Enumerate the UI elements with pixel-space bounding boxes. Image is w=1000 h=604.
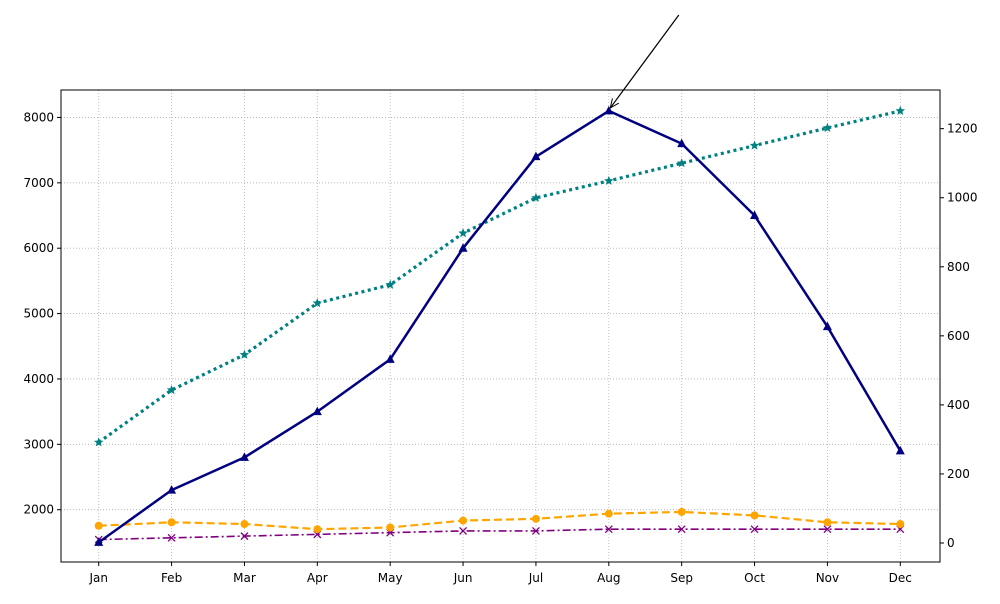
y-axis-left: 2000 3000 4000 5000 6000 7000 8000 bbox=[23, 110, 61, 517]
data-point bbox=[458, 243, 468, 252]
grid bbox=[61, 90, 940, 562]
x-tick-label: Apr bbox=[307, 571, 328, 585]
data-point bbox=[822, 321, 832, 331]
y-right-tick-label: 800 bbox=[947, 260, 970, 274]
data-point-stroke bbox=[677, 525, 686, 534]
series-layer bbox=[93, 105, 906, 546]
data-point bbox=[166, 385, 177, 395]
data-point bbox=[385, 354, 395, 363]
data-point bbox=[312, 298, 323, 308]
data-point bbox=[677, 507, 686, 516]
data-point bbox=[531, 192, 541, 202]
data-point bbox=[750, 210, 760, 220]
data-point bbox=[93, 437, 104, 447]
data-point bbox=[604, 525, 613, 534]
series-line bbox=[97, 109, 901, 444]
y-left-tick-label: 3000 bbox=[23, 437, 54, 451]
data-point bbox=[459, 516, 468, 525]
y-right-tick-label: 0 bbox=[947, 536, 955, 550]
data-point-stroke bbox=[823, 525, 832, 534]
data-point bbox=[531, 526, 540, 535]
data-point bbox=[240, 532, 249, 541]
data-point-stroke bbox=[750, 525, 759, 534]
data-point-stroke bbox=[531, 526, 540, 535]
x-axis: Jan Feb Mar Apr May Jun Jul Aug Sep Oct Nov Dec bbox=[88, 562, 912, 585]
data-point bbox=[604, 105, 614, 115]
data-point bbox=[240, 520, 249, 529]
data-point bbox=[167, 485, 177, 494]
x-tick-label: Jul bbox=[528, 571, 543, 585]
data-point bbox=[677, 138, 687, 148]
data-point bbox=[531, 514, 540, 523]
data-point bbox=[749, 140, 760, 150]
y-axis-right: 0 200 400 600 800 1000 1200 bbox=[940, 122, 978, 550]
data-point bbox=[677, 525, 686, 534]
data-point bbox=[385, 279, 395, 289]
data-point-stroke bbox=[167, 533, 176, 542]
annotation-arrow bbox=[610, 14, 680, 108]
x-tick-label: Sep bbox=[670, 571, 693, 585]
x-tick-label: Dec bbox=[889, 571, 912, 585]
data-point bbox=[459, 526, 468, 535]
data-point bbox=[896, 520, 905, 529]
data-point bbox=[94, 521, 103, 530]
data-point bbox=[313, 525, 322, 534]
data-point-stroke bbox=[459, 526, 468, 535]
series-0 bbox=[94, 105, 905, 546]
data-point bbox=[895, 105, 906, 115]
data-point-stroke bbox=[604, 525, 613, 534]
x-tick-label: May bbox=[378, 571, 403, 585]
y-left-tick-label: 6000 bbox=[23, 241, 54, 255]
x-tick-label: Feb bbox=[161, 571, 182, 585]
data-point bbox=[822, 122, 833, 132]
data-point bbox=[239, 452, 249, 461]
series-line bbox=[98, 510, 901, 531]
data-point bbox=[750, 525, 759, 534]
y-left-tick-label: 5000 bbox=[23, 307, 54, 321]
series-3 bbox=[94, 525, 905, 544]
data-point bbox=[94, 537, 104, 546]
y-right-tick-label: 1000 bbox=[947, 191, 978, 205]
y-right-tick-label: 400 bbox=[947, 398, 970, 412]
data-point bbox=[750, 511, 759, 520]
data-point-stroke bbox=[240, 532, 249, 541]
data-point bbox=[676, 158, 687, 168]
data-point bbox=[458, 228, 468, 238]
x-tick-label: Aug bbox=[597, 571, 620, 585]
series-1 bbox=[93, 105, 906, 447]
series-line bbox=[98, 528, 901, 541]
data-point bbox=[531, 151, 541, 161]
data-point bbox=[167, 518, 176, 527]
data-point bbox=[604, 175, 614, 185]
data-point bbox=[604, 509, 613, 518]
y-right-tick-label: 1200 bbox=[947, 122, 978, 136]
y-left-tick-label: 4000 bbox=[23, 372, 54, 386]
data-point bbox=[895, 445, 905, 455]
y-right-tick-label: 600 bbox=[947, 329, 970, 343]
y-right-tick-label: 200 bbox=[947, 467, 970, 481]
x-tick-label: Jan bbox=[88, 571, 108, 585]
x-tick-label: Oct bbox=[744, 571, 765, 585]
data-point bbox=[239, 349, 250, 359]
y-left-tick-label: 7000 bbox=[23, 176, 54, 190]
data-point bbox=[823, 518, 832, 527]
data-point bbox=[386, 523, 395, 532]
x-tick-label: Mar bbox=[233, 571, 256, 585]
y-left-tick-label: 8000 bbox=[23, 110, 54, 124]
data-point bbox=[823, 525, 832, 534]
series-2 bbox=[94, 507, 905, 534]
series-line bbox=[97, 109, 902, 544]
data-point bbox=[312, 406, 322, 416]
x-tick-label: Nov bbox=[816, 571, 839, 585]
annotation bbox=[610, 14, 680, 108]
x-tick-label: Jun bbox=[453, 571, 473, 585]
y-left-tick-label: 2000 bbox=[23, 503, 54, 517]
plot-area-frame bbox=[60, 89, 941, 563]
data-point bbox=[167, 533, 176, 542]
